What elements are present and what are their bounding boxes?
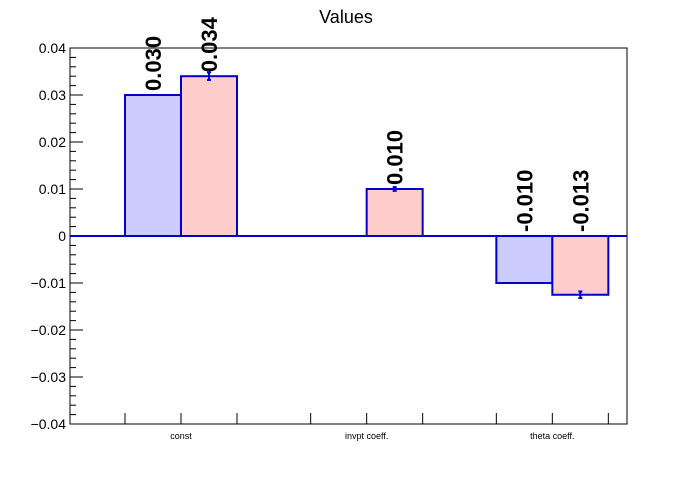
data-label: 0.034 [197, 16, 222, 72]
y-tick-label: 0.02 [39, 134, 66, 150]
x-tick-label: theta coeff. [530, 431, 574, 441]
y-tick-label: 0.03 [39, 87, 66, 103]
data-label: 0.010 [383, 130, 408, 185]
y-tick-label: 0.01 [39, 181, 66, 197]
y-tick-label: 0.04 [39, 40, 66, 56]
bar-series-2 [551, 235, 610, 296]
bar-series-1 [124, 94, 182, 237]
data-label: 0.030 [141, 36, 166, 91]
y-tick-label: −0.02 [31, 322, 67, 338]
data-label: -0.010 [512, 170, 537, 232]
x-tick-label: const [170, 431, 192, 441]
chart-title: Values [319, 7, 373, 27]
data-label: -0.013 [568, 170, 593, 232]
y-tick-label: −0.01 [31, 275, 67, 291]
bar-series-1 [495, 235, 554, 284]
y-tick-label: −0.03 [31, 369, 67, 385]
y-tick-label: −0.04 [31, 416, 67, 432]
bar-series-2 [365, 188, 424, 237]
bar-series-2 [180, 75, 238, 237]
y-tick-label: 0 [58, 228, 66, 244]
x-tick-label: invpt coeff. [345, 431, 388, 441]
